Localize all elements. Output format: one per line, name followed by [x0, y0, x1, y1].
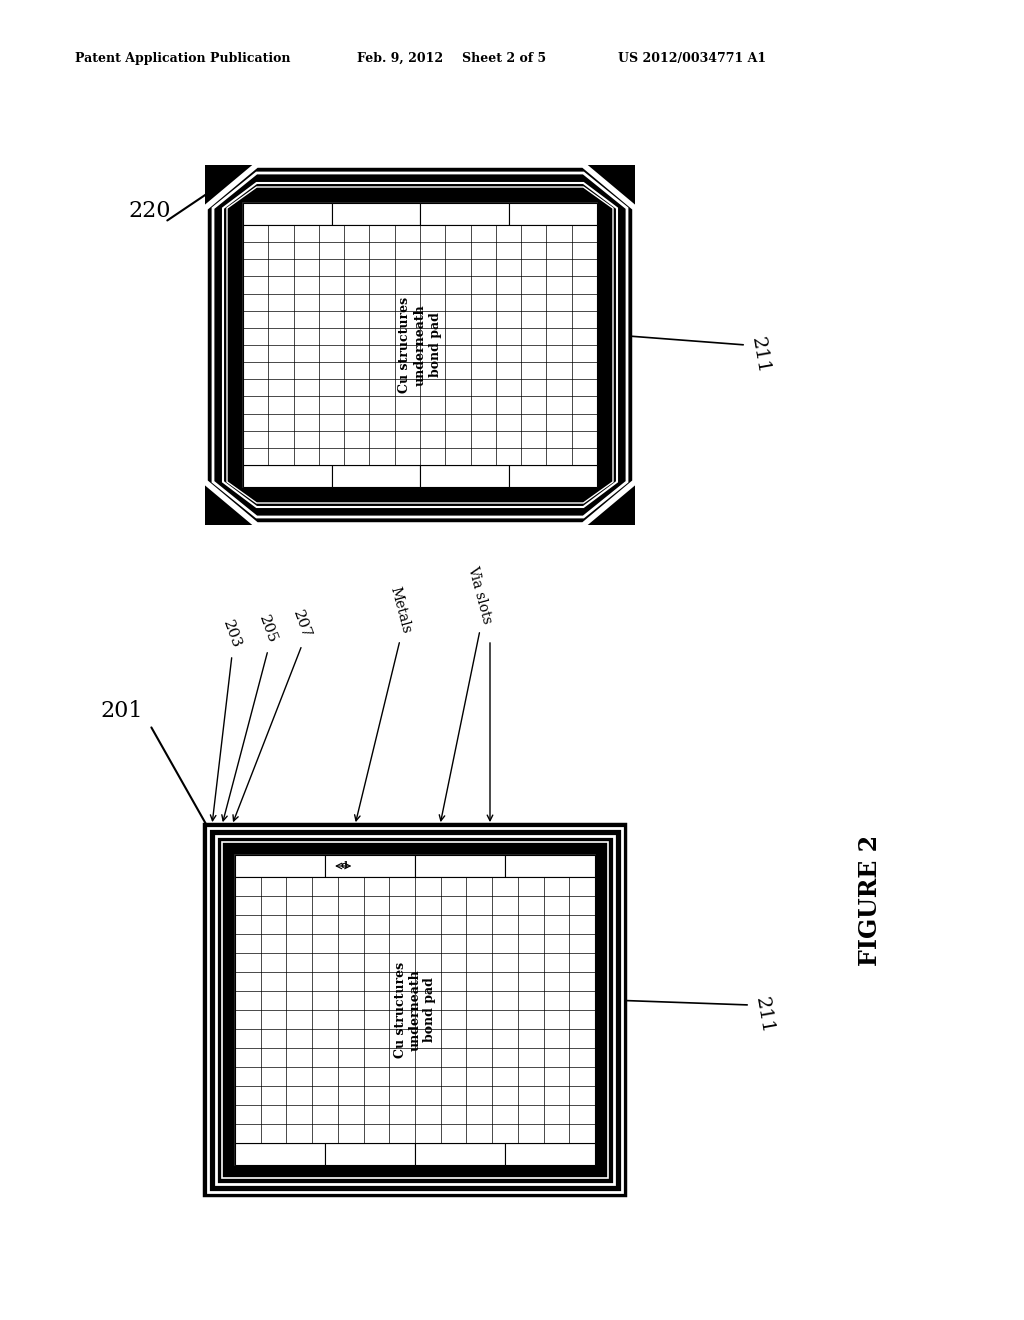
Bar: [505, 1143, 595, 1166]
Bar: [420, 465, 509, 487]
Bar: [509, 465, 597, 487]
Text: FIGURE 2: FIGURE 2: [858, 834, 882, 965]
Bar: [243, 203, 332, 224]
Text: 201: 201: [100, 700, 142, 722]
Bar: [205, 165, 635, 525]
Text: Sheet 2 of 5: Sheet 2 of 5: [462, 51, 546, 65]
Bar: [234, 855, 595, 1166]
Bar: [420, 203, 509, 224]
Polygon shape: [213, 173, 627, 517]
Text: 211: 211: [752, 995, 776, 1035]
Text: 203: 203: [220, 618, 244, 649]
Bar: [415, 855, 505, 876]
Text: Metals: Metals: [387, 585, 413, 635]
Bar: [200, 820, 630, 1200]
Text: Via slots: Via slots: [466, 564, 495, 624]
Bar: [509, 203, 597, 224]
Text: Cu structures
underneath
bond pad: Cu structures underneath bond pad: [398, 297, 441, 393]
Bar: [243, 465, 332, 487]
Bar: [234, 855, 325, 876]
Bar: [234, 1143, 325, 1166]
Bar: [243, 224, 597, 465]
Bar: [234, 876, 595, 1143]
Text: 211: 211: [748, 335, 772, 375]
Polygon shape: [205, 165, 635, 525]
Polygon shape: [218, 178, 622, 512]
Text: Patent Application Publication: Patent Application Publication: [75, 51, 291, 65]
Polygon shape: [223, 183, 617, 507]
Bar: [216, 836, 614, 1184]
Bar: [208, 828, 622, 1192]
Text: Cu structures
underneath
bond pad: Cu structures underneath bond pad: [393, 962, 436, 1059]
Bar: [332, 203, 420, 224]
Text: 207: 207: [291, 607, 313, 640]
Bar: [325, 855, 415, 876]
Text: US 2012/0034771 A1: US 2012/0034771 A1: [618, 51, 766, 65]
Polygon shape: [227, 187, 613, 503]
Bar: [505, 855, 595, 876]
Bar: [200, 820, 630, 1200]
Text: 220: 220: [128, 201, 171, 222]
Text: d: d: [341, 862, 347, 870]
Text: Feb. 9, 2012: Feb. 9, 2012: [357, 51, 443, 65]
Text: 205: 205: [256, 612, 280, 645]
Bar: [325, 1143, 415, 1166]
Bar: [415, 1143, 505, 1166]
Bar: [332, 465, 420, 487]
Bar: [243, 203, 597, 487]
Bar: [222, 842, 608, 1177]
